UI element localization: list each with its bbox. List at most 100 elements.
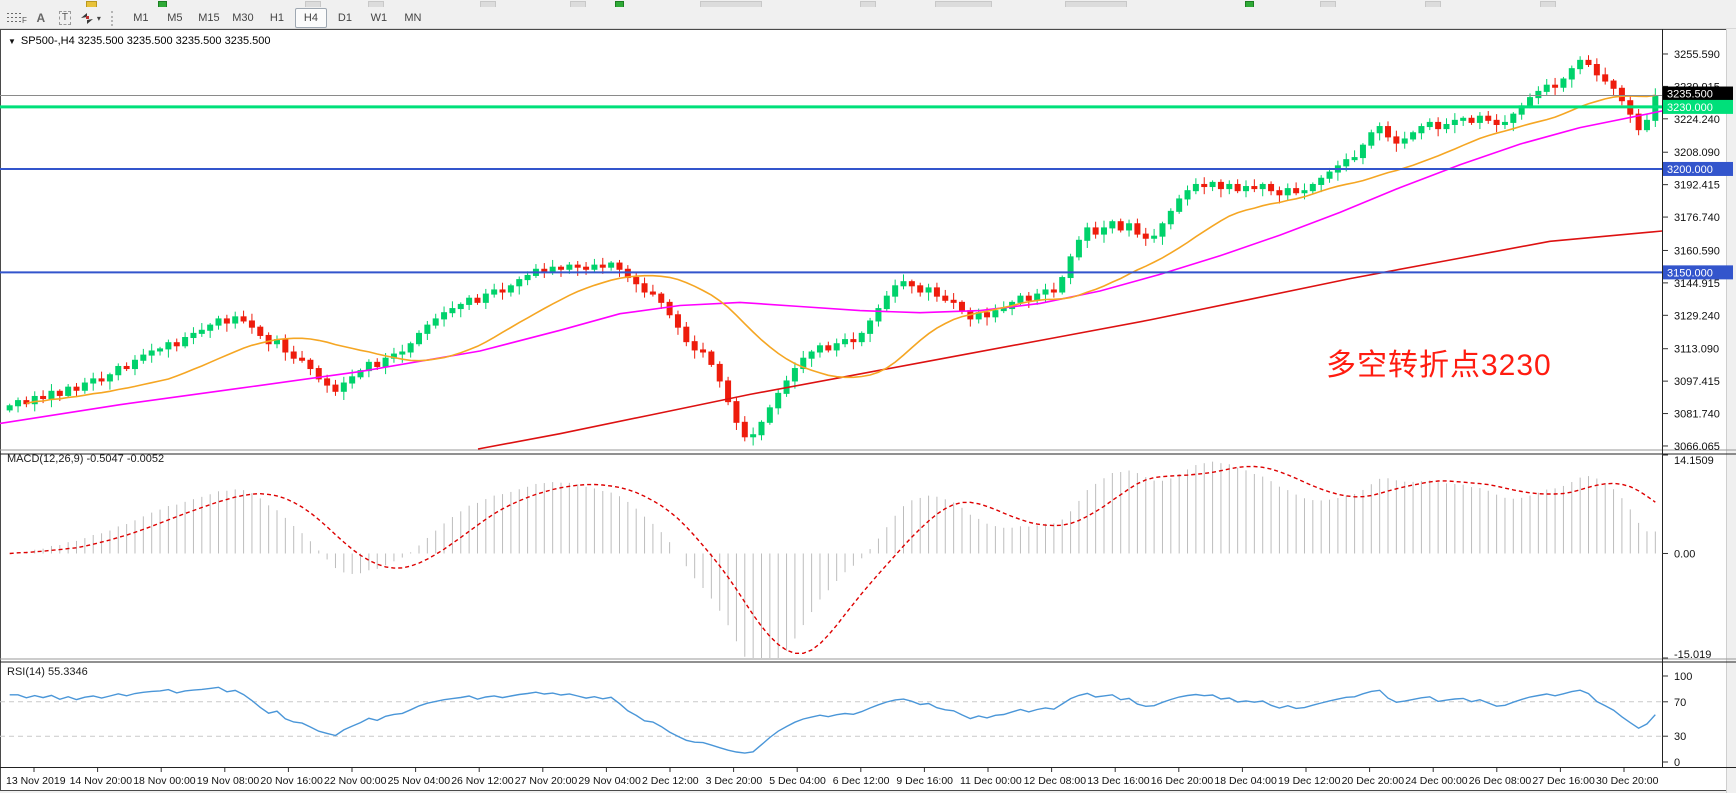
toolbar-nub <box>1540 1 1556 7</box>
svg-text:3129.240: 3129.240 <box>1674 310 1720 322</box>
toolbar-nub <box>305 1 321 7</box>
toolbar-nub <box>1065 1 1127 7</box>
svg-text:70: 70 <box>1674 697 1686 709</box>
svg-text:6 Dec 12:00: 6 Dec 12:00 <box>833 775 890 787</box>
svg-text:-15.019: -15.019 <box>1674 649 1711 661</box>
macd-axis: 14.1509 0.00 -15.019 <box>1662 454 1714 661</box>
svg-text:100: 100 <box>1674 671 1692 683</box>
svg-text:19 Dec 12:00: 19 Dec 12:00 <box>1278 775 1341 787</box>
timeframe-mn[interactable]: MN <box>404 12 422 24</box>
toolbar-nub <box>1245 1 1254 7</box>
svg-text:3224.240: 3224.240 <box>1674 114 1720 126</box>
chart-title: ▼ SP500-,H4 3235.500 3235.500 3235.500 3… <box>8 35 270 47</box>
arrows-tool-button[interactable]: ▾ <box>78 8 102 28</box>
svg-text:26 Dec 08:00: 26 Dec 08:00 <box>1469 775 1532 787</box>
text-tool-button[interactable]: T <box>54 8 76 28</box>
timeframe-m30[interactable]: M30 <box>232 12 254 24</box>
svg-text:3113.090: 3113.090 <box>1674 344 1719 356</box>
candlesticks <box>6 55 1659 446</box>
svg-text:13 Dec 16:00: 13 Dec 16:00 <box>1087 775 1150 787</box>
svg-text:3255.590: 3255.590 <box>1674 49 1720 61</box>
svg-text:30 Dec 20:00: 30 Dec 20:00 <box>1596 775 1659 787</box>
text-label-icon: A <box>36 11 46 25</box>
macd-indicator-label: MACD(12,26,9) -0.5047 -0.0052 <box>7 453 165 465</box>
svg-text:30: 30 <box>1674 731 1686 743</box>
svg-text:3230.000: 3230.000 <box>1667 102 1713 114</box>
timeframe-m1[interactable]: M1 <box>133 12 149 24</box>
svg-text:3066.065: 3066.065 <box>1674 441 1720 453</box>
chart-text-annotation[interactable]: 多空转折点3230 <box>1326 349 1552 382</box>
svg-text:12 Dec 08:00: 12 Dec 08:00 <box>1024 775 1087 787</box>
svg-text:3081.740: 3081.740 <box>1674 409 1720 421</box>
svg-text:18 Nov 00:00: 18 Nov 00:00 <box>133 775 196 787</box>
timeframe-d1[interactable]: D1 <box>337 12 352 24</box>
svg-text:16 Dec 20:00: 16 Dec 20:00 <box>1151 775 1214 787</box>
timeframe-h4[interactable]: H4 <box>294 8 327 28</box>
timeframe-m5[interactable]: M5 <box>167 12 183 24</box>
svg-text:3235.500: 3235.500 <box>1667 89 1713 101</box>
toolbar-nub <box>570 1 586 7</box>
svg-text:3150.000: 3150.000 <box>1667 267 1713 279</box>
toolbar-nub <box>86 1 97 7</box>
svg-text:22 Nov 00:00: 22 Nov 00:00 <box>324 775 387 787</box>
pane-frames <box>0 29 1736 768</box>
timeframe-h1[interactable]: H1 <box>269 12 284 24</box>
chart-toolbar: F A T ▾ M1 M5 M15 M30 H1 H4 D1 W1 MN <box>0 8 1736 29</box>
toolbar-nub <box>158 1 167 7</box>
fibonacci-label: F <box>22 16 27 25</box>
svg-text:24 Dec 00:00: 24 Dec 00:00 <box>1405 775 1468 787</box>
chevron-down-icon: ▾ <box>96 13 101 23</box>
toolbar-nub <box>615 1 624 7</box>
toolbar-nub <box>1425 1 1441 7</box>
svg-text:3192.415: 3192.415 <box>1674 180 1720 192</box>
timeframe-w1[interactable]: W1 <box>370 12 388 24</box>
toolbar-nub <box>935 1 992 7</box>
svg-text:2 Dec 12:00: 2 Dec 12:00 <box>642 775 699 787</box>
svg-text:18 Dec 04:00: 18 Dec 04:00 <box>1214 775 1277 787</box>
chart-window[interactable] <box>0 29 1734 791</box>
text-icon: T <box>58 11 71 25</box>
chart-canvas[interactable]: 3255.5903239.9153224.2403208.0903192.415… <box>0 29 1736 793</box>
rsi-pane <box>0 686 1662 754</box>
svg-text:3 Dec 20:00: 3 Dec 20:00 <box>706 775 763 787</box>
svg-text:3200.000: 3200.000 <box>1667 164 1713 176</box>
svg-text:27 Nov 20:00: 27 Nov 20:00 <box>515 775 578 787</box>
window-right-edge <box>1726 29 1736 793</box>
svg-text:5 Dec 04:00: 5 Dec 04:00 <box>769 775 826 787</box>
svg-text:0.00: 0.00 <box>1674 548 1695 560</box>
macd-pane <box>9 461 1656 658</box>
toolbar-nub <box>480 1 496 7</box>
svg-text:25 Nov 04:00: 25 Nov 04:00 <box>388 775 451 787</box>
fibonacci-tool-button[interactable]: F <box>5 8 28 28</box>
toolbar-nub <box>860 1 876 7</box>
svg-text:3097.415: 3097.415 <box>1674 376 1720 388</box>
chart-dropdown-icon[interactable]: ▼ <box>8 36 16 46</box>
toolbar-grip[interactable] <box>110 10 118 26</box>
moving-averages <box>0 94 1663 450</box>
horizontal-lines <box>0 95 1662 274</box>
rsi-axis: 100 70 30 0 <box>1662 671 1692 769</box>
toolbar-nub <box>1320 1 1336 7</box>
chart-title-text: SP500-,H4 3235.500 3235.500 3235.500 323… <box>20 35 271 47</box>
toolbar-nub <box>368 1 384 7</box>
svg-text:9 Dec 16:00: 9 Dec 16:00 <box>896 775 953 787</box>
svg-text:20 Nov 16:00: 20 Nov 16:00 <box>260 775 323 787</box>
arrows-icon <box>80 12 93 24</box>
svg-text:11 Dec 00:00: 11 Dec 00:00 <box>960 775 1022 787</box>
svg-text:14.1509: 14.1509 <box>1674 455 1714 467</box>
time-axis: 13 Nov 2019 14 Nov 20:00 18 Nov 00:00 19 No… <box>6 768 1659 787</box>
svg-text:3144.915: 3144.915 <box>1674 278 1720 290</box>
svg-text:3176.740: 3176.740 <box>1674 212 1720 224</box>
svg-text:19 Nov 08:00: 19 Nov 08:00 <box>197 775 260 787</box>
text-label-tool-button[interactable]: A <box>30 8 52 28</box>
svg-text:26 Nov 12:00: 26 Nov 12:00 <box>451 775 514 787</box>
svg-text:20 Dec 20:00: 20 Dec 20:00 <box>1342 775 1405 787</box>
svg-text:3160.590: 3160.590 <box>1674 245 1720 257</box>
rsi-indicator-label: RSI(14) 55.3346 <box>7 666 88 678</box>
toolbar-nub <box>700 1 762 7</box>
timeframe-m15[interactable]: M15 <box>198 12 220 24</box>
price-axis: 3255.5903239.9153224.2403208.0903192.415… <box>1662 49 1720 453</box>
svg-text:13 Nov 2019: 13 Nov 2019 <box>6 775 66 787</box>
svg-text:0: 0 <box>1674 757 1680 769</box>
